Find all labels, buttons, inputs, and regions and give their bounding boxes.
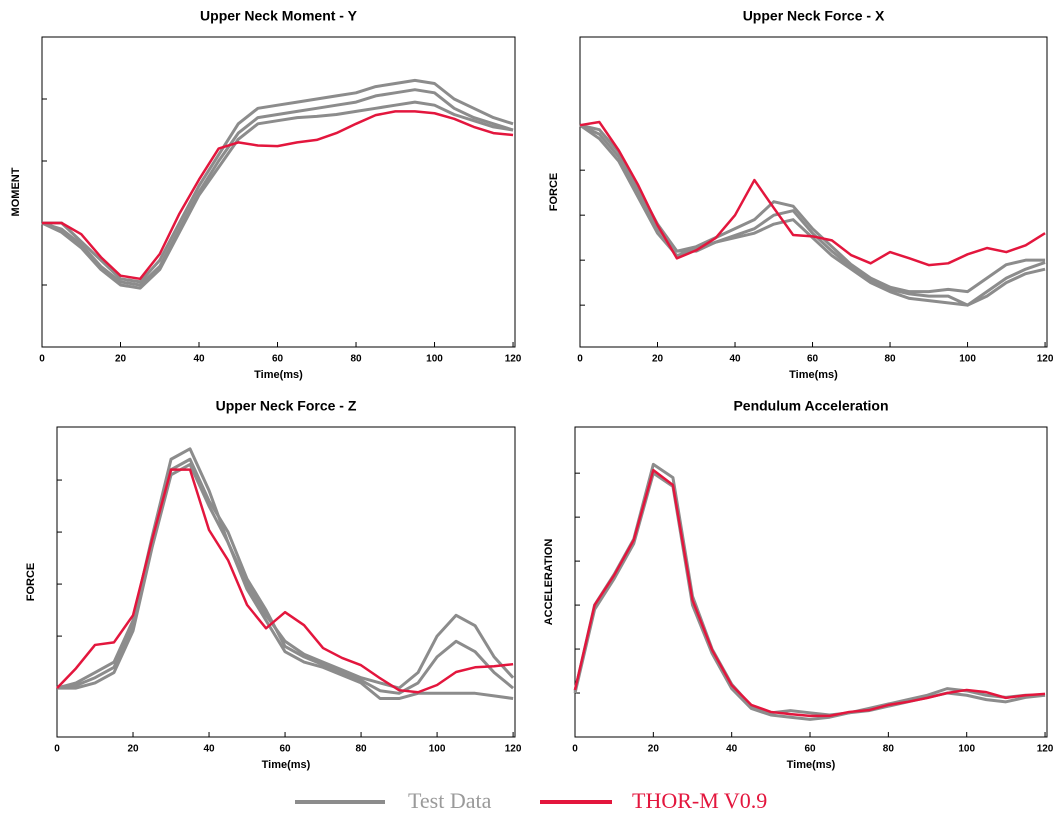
x-tick-label: 80 <box>883 744 895 755</box>
x-tick-label: 100 <box>429 744 446 755</box>
x-tick-label: 60 <box>807 354 819 365</box>
legend-label: THOR-M V0.9 <box>632 788 767 813</box>
x-tick-label: 60 <box>272 354 284 365</box>
x-tick-label: 80 <box>356 744 368 755</box>
x-tick-label: 20 <box>652 354 664 365</box>
y-axis-label: FORCE <box>25 563 37 602</box>
x-tick-label: 20 <box>115 354 127 365</box>
series-line <box>579 123 1046 307</box>
series-line <box>42 78 514 284</box>
x-tick-label: 120 <box>505 744 522 755</box>
y-axis-label: FORCE <box>548 173 560 212</box>
x-tick-label: 0 <box>577 354 583 365</box>
plot-frame <box>574 426 1048 738</box>
x-tick-label: 40 <box>193 354 205 365</box>
x-tick-label: 120 <box>505 354 522 365</box>
x-axis-label: Time(ms) <box>787 759 836 771</box>
x-tick-label: 0 <box>54 744 60 755</box>
x-tick-label: 100 <box>426 354 443 365</box>
x-axis-label: Time(ms) <box>262 759 311 771</box>
x-tick-label: 100 <box>959 354 976 365</box>
x-tick-label: 100 <box>958 744 975 755</box>
series-line <box>56 457 515 695</box>
chart-title: Pendulum Acceleration <box>733 398 888 414</box>
plot-frame <box>41 36 516 348</box>
x-tick-label: 120 <box>1037 744 1054 755</box>
y-axis-label: MOMENT <box>10 167 22 216</box>
x-axis-label: Time(ms) <box>789 369 838 381</box>
plot-frame <box>579 36 1048 348</box>
series-line <box>573 468 1046 718</box>
x-tick-label: 120 <box>1037 354 1054 365</box>
series-line <box>42 110 514 281</box>
plot-frame <box>56 426 516 738</box>
series-line <box>41 100 514 290</box>
chart-title: Upper Neck Force - X <box>743 8 885 24</box>
series-line <box>56 468 514 694</box>
x-tick-label: 80 <box>884 354 896 365</box>
x-tick-label: 20 <box>648 744 660 755</box>
chart-title: Upper Neck Moment - Y <box>200 8 358 24</box>
x-tick-label: 40 <box>203 744 215 755</box>
series-line <box>579 123 1046 307</box>
x-tick-label: 60 <box>804 744 816 755</box>
chart-title: Upper Neck Force - Z <box>216 398 357 414</box>
legend-label: Test Data <box>408 788 492 813</box>
series-line <box>41 88 514 287</box>
series-line <box>57 462 514 701</box>
x-tick-label: 80 <box>350 354 362 365</box>
x-axis-label: Time(ms) <box>254 369 303 381</box>
x-tick-label: 60 <box>279 744 291 755</box>
x-tick-label: 0 <box>39 354 45 365</box>
x-tick-label: 0 <box>572 744 578 755</box>
y-axis-label: ACCELERATION <box>543 539 555 626</box>
series-line <box>573 471 1046 721</box>
x-tick-label: 40 <box>729 354 741 365</box>
x-tick-label: 20 <box>127 744 139 755</box>
series-line <box>579 120 1046 267</box>
x-tick-label: 40 <box>726 744 738 755</box>
